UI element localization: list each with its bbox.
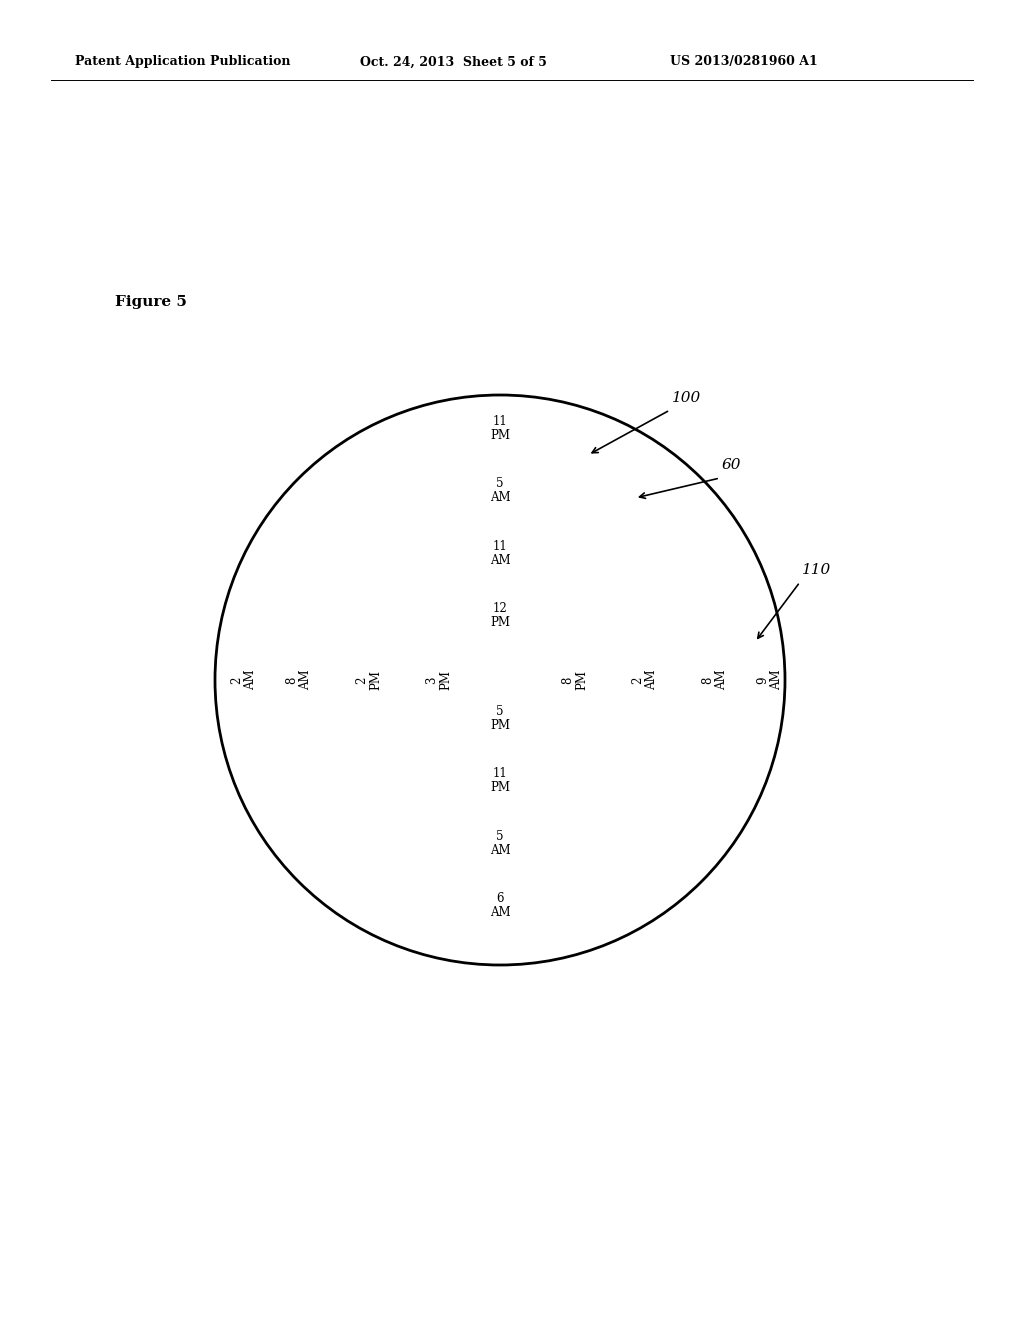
Text: 6: 6 — [497, 892, 504, 906]
Text: AM: AM — [299, 669, 312, 690]
Text: PM: PM — [490, 719, 510, 733]
Text: US 2013/0281960 A1: US 2013/0281960 A1 — [670, 55, 818, 69]
Text: PM: PM — [370, 671, 383, 690]
Text: 2: 2 — [355, 676, 369, 684]
Text: AM: AM — [489, 843, 510, 857]
Text: 2: 2 — [230, 676, 244, 684]
Text: 2: 2 — [632, 676, 644, 684]
Text: AM: AM — [489, 906, 510, 919]
Text: PM: PM — [490, 429, 510, 442]
Text: Figure 5: Figure 5 — [115, 294, 186, 309]
Text: Patent Application Publication: Patent Application Publication — [75, 55, 291, 69]
Text: 5: 5 — [497, 705, 504, 718]
Text: 11: 11 — [493, 414, 507, 428]
Text: PM: PM — [575, 671, 589, 690]
Text: AM: AM — [489, 554, 510, 568]
Text: 3: 3 — [426, 676, 438, 684]
Text: AM: AM — [645, 669, 658, 690]
Text: 8: 8 — [561, 676, 574, 684]
Text: 9: 9 — [757, 676, 769, 684]
Text: 5: 5 — [497, 830, 504, 843]
Text: Oct. 24, 2013  Sheet 5 of 5: Oct. 24, 2013 Sheet 5 of 5 — [360, 55, 547, 69]
Text: 11: 11 — [493, 767, 507, 780]
Text: 100: 100 — [672, 391, 701, 405]
Text: 60: 60 — [722, 458, 741, 473]
Text: AM: AM — [245, 669, 257, 690]
Text: AM: AM — [770, 669, 783, 690]
Text: PM: PM — [490, 781, 510, 795]
Text: AM: AM — [489, 491, 510, 504]
Text: 12: 12 — [493, 602, 507, 615]
Text: PM: PM — [439, 671, 453, 690]
Text: 8: 8 — [286, 676, 299, 684]
Text: AM: AM — [716, 669, 728, 690]
Text: 8: 8 — [701, 676, 715, 684]
Text: 110: 110 — [802, 564, 831, 577]
Text: 11: 11 — [493, 540, 507, 553]
Text: PM: PM — [490, 616, 510, 630]
Text: 5: 5 — [497, 477, 504, 490]
